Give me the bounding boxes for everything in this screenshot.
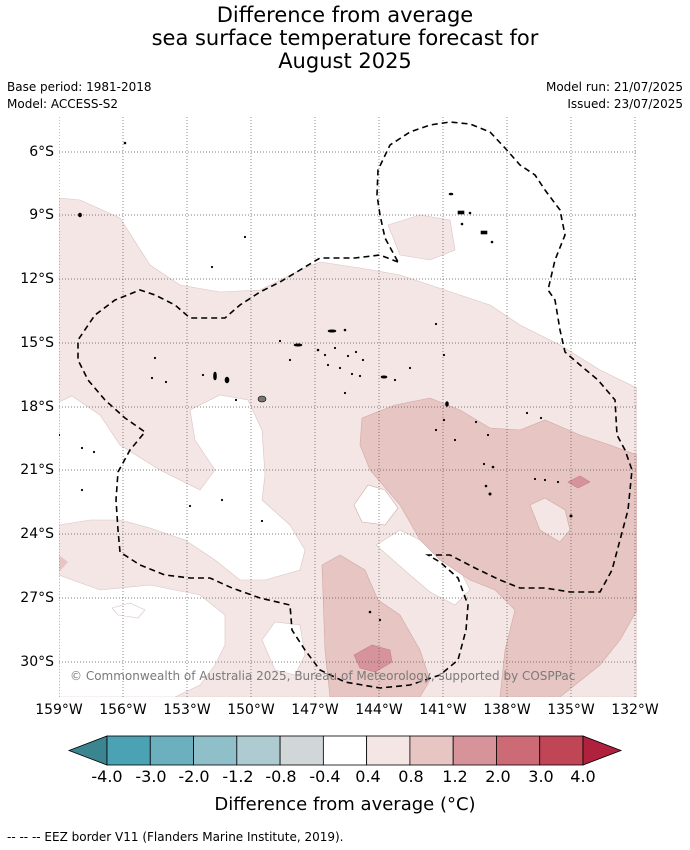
colorbar-tick-label: -0.8 — [265, 767, 297, 786]
model-name: Model: ACCESS-S2 — [7, 97, 119, 111]
anomaly-region-neutral-west — [59, 394, 306, 581]
issued-date: Issued: 23/07/2025 — [567, 97, 683, 111]
colorbar-segment — [322, 735, 368, 766]
colorbar-tick-label: 3.0 — [528, 767, 554, 786]
colorbar-tick-label: 0.4 — [355, 767, 381, 786]
colorbar-segment — [279, 735, 324, 766]
chart-title: Difference from average sea surface temp… — [0, 4, 690, 73]
lon-label: 135°W — [547, 702, 595, 718]
colorbar-under-arrow — [67, 735, 108, 766]
anomaly-region-0.8-1.2-south — [321, 554, 431, 697]
colorbar-tick-label: -3.0 — [135, 767, 167, 786]
colorbar-segment — [539, 735, 584, 766]
anomaly-region-neutral-central — [375, 529, 471, 606]
gridlines — [59, 117, 637, 697]
colorbar-segment — [409, 735, 454, 766]
copyright-notice: © Commonwealth of Australia 2025, Bureau… — [70, 669, 576, 683]
lon-label: 156°W — [99, 702, 147, 718]
lat-label: 18°S — [20, 399, 54, 415]
lat-label: 12°S — [20, 271, 54, 287]
colorbar-tick-label: 0.8 — [398, 767, 424, 786]
title-line-3: August 2025 — [278, 49, 412, 73]
lat-label: 30°S — [20, 654, 54, 670]
colorbar-segment — [452, 735, 497, 766]
title-line-2: sea surface temperature forecast for — [151, 26, 539, 50]
anomaly-region-neutral-small — [111, 602, 146, 619]
anomaly-region-neutral-southwest — [59, 574, 226, 697]
colorbar-segment — [496, 735, 541, 766]
eez-border — [77, 121, 633, 689]
lat-label: 6°S — [29, 144, 54, 160]
lon-label: 138°W — [483, 702, 531, 718]
colorbar-tick-label: -4.0 — [91, 767, 123, 786]
anomaly-region-neutral-mid — [353, 484, 399, 526]
eez-legend-footer: -- -- -- EEZ border V11 (Flanders Marine… — [7, 830, 344, 844]
model-run: Model run: 21/07/2025 — [545, 80, 683, 94]
colorbar-title: Difference from average (°C) — [214, 794, 476, 815]
islands — [59, 141, 573, 622]
lon-label: 153°W — [163, 702, 211, 718]
colorbar-segment — [236, 735, 281, 766]
meta-left: Base period: 1981-2018 Model: ACCESS-S2 — [7, 79, 152, 113]
colorbar-segment — [366, 735, 411, 766]
lat-label: 21°S — [20, 462, 54, 478]
colorbar-tick-label: 4.0 — [570, 767, 596, 786]
lat-label: 24°S — [20, 526, 54, 542]
lon-label: 150°W — [227, 702, 275, 718]
colorbar-over-arrow — [582, 735, 623, 766]
lat-label: 27°S — [20, 590, 54, 606]
map-plot-area — [59, 117, 637, 697]
lon-label: 141°W — [419, 702, 467, 718]
lon-label: 147°W — [291, 702, 339, 718]
lon-label: 159°W — [35, 702, 83, 718]
colorbar-segment — [193, 735, 238, 766]
colorbar-tick-label: -0.4 — [309, 767, 341, 786]
lon-label: 132°W — [611, 702, 659, 718]
anomaly-region-west-edge — [59, 555, 68, 572]
colorbar-tick-label: -1.2 — [222, 767, 254, 786]
lon-label: 144°W — [355, 702, 403, 718]
colorbar-tick-label: 2.0 — [485, 767, 511, 786]
meta-right: Model run: 21/07/2025 Issued: 23/07/2025 — [546, 79, 683, 113]
colorbar-tick-label: -2.0 — [178, 767, 210, 786]
anomaly-region-0.8-1.2-east — [359, 397, 637, 697]
title-line-1: Difference from average — [216, 3, 474, 27]
lat-label: 9°S — [29, 207, 54, 223]
colorbar-segment — [149, 735, 194, 766]
colorbar-tick-label: 1.2 — [442, 767, 468, 786]
base-period: Base period: 1981-2018 — [7, 80, 152, 94]
anomaly-region-1.2-2.0-east — [567, 475, 591, 489]
colorbar — [67, 735, 623, 766]
colorbar-segment — [106, 735, 151, 766]
anomaly-region-neutral-east — [529, 497, 571, 543]
lat-label: 15°S — [20, 335, 54, 351]
